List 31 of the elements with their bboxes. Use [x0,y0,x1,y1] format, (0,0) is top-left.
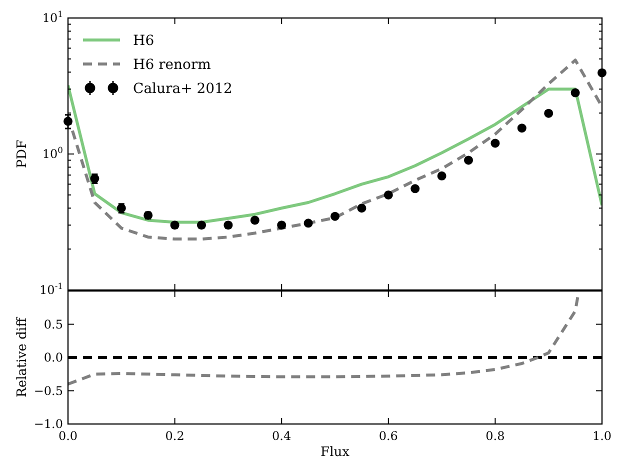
y-tick-label: −1.0 [34,417,63,431]
y-axis-title: Relative diff [15,316,30,398]
x-tick-label: 0.4 [272,429,292,443]
x-axis-title: Flux [320,445,350,460]
x-tick-label: 0.0 [58,429,78,443]
y-axis-title: PDF [15,140,30,168]
point [490,138,500,148]
x-tick-label: 0.6 [378,429,398,443]
point [570,88,580,98]
legend-label: H6 [133,33,154,49]
y-tick-label: 0.5 [44,317,63,332]
point [437,171,446,180]
x-tick-label: 0.2 [165,429,184,443]
point [384,190,393,200]
point [517,124,526,133]
y-tick-label: 0.0 [44,350,63,364]
point [410,184,420,194]
point [544,108,554,118]
y-tick-label: −0.5 [34,384,63,398]
legend-label: Calura+ 2012 [133,81,232,97]
y-tick-label: 10$^{1}$ [42,9,63,25]
y-tick-label: 10$^{-1}$ [40,281,63,297]
x-tick-label: 0.8 [486,429,505,443]
point [330,212,340,221]
point [304,218,313,228]
legend-label: H6 renorm [133,57,211,73]
x-tick-label: 1.0 [592,429,612,443]
line-series [68,294,580,386]
point [357,204,366,213]
point [464,156,473,165]
y-tick-label: 10$^{0}$ [42,145,63,161]
